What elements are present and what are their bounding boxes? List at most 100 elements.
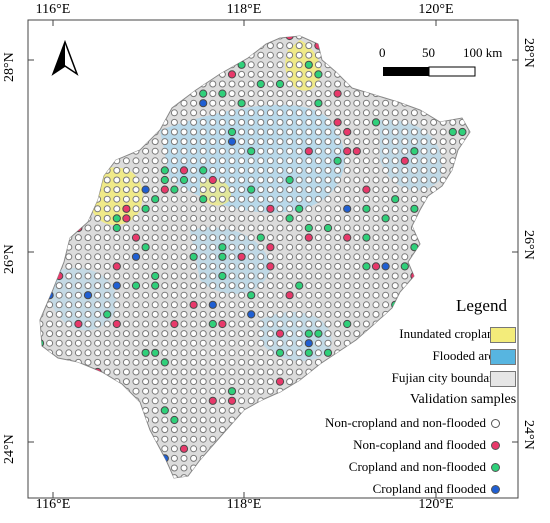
sample-point	[227, 127, 237, 137]
sample-point	[238, 320, 246, 328]
sample-point	[391, 80, 399, 88]
sample-point	[257, 61, 265, 69]
sample-point	[372, 214, 380, 222]
sample-point	[122, 61, 130, 69]
sample-point	[74, 195, 82, 203]
sample-point	[324, 301, 332, 309]
sample-point	[142, 397, 150, 405]
sample-point	[55, 90, 63, 98]
sample-point	[40, 397, 44, 405]
sample-point	[295, 61, 303, 69]
sample-point	[65, 224, 73, 232]
sample-point	[160, 185, 169, 194]
sample-point	[401, 176, 409, 184]
sample-point	[46, 195, 54, 203]
sample-point	[208, 175, 217, 185]
lon-label-top-116: 116°E	[35, 2, 71, 17]
sample-point	[190, 291, 198, 299]
sample-point	[228, 474, 236, 478]
sample-point	[420, 358, 428, 366]
sample-point	[170, 415, 179, 425]
sample-point	[83, 185, 93, 194]
sample-point	[94, 205, 102, 213]
sample-point	[199, 128, 207, 136]
sample-point	[180, 186, 188, 194]
sample-point	[122, 426, 130, 434]
sample-point	[122, 118, 130, 126]
sample-point	[295, 454, 303, 462]
sample-point	[170, 464, 178, 472]
sample-point	[55, 70, 63, 78]
sample-point	[362, 339, 370, 347]
sample-point	[94, 214, 102, 222]
sample-point	[40, 358, 44, 366]
sample-point	[199, 176, 207, 184]
sample-point	[295, 36, 303, 40]
sample-point	[305, 378, 313, 386]
sample-point	[227, 396, 237, 405]
sample-point	[40, 406, 44, 414]
sample-point	[305, 118, 313, 126]
sample-point	[324, 90, 332, 98]
sample-point	[420, 176, 428, 184]
sample-point	[218, 252, 227, 261]
sample-point	[170, 166, 178, 174]
sample-point	[286, 186, 294, 194]
lat-label-left-24: 24°N	[2, 434, 17, 464]
sample-point	[209, 109, 217, 117]
sample-point	[46, 118, 54, 126]
sample-point	[55, 310, 63, 318]
sample-point	[228, 378, 236, 386]
sample-point	[391, 90, 399, 98]
sample-point	[324, 243, 332, 251]
sample-point	[458, 195, 467, 204]
sample-point	[199, 186, 207, 194]
sample-point	[218, 157, 226, 165]
sample-point	[180, 464, 188, 472]
sample-point	[151, 301, 159, 309]
sample-point	[286, 205, 294, 213]
sample-point	[314, 358, 322, 366]
sample-point	[430, 406, 438, 414]
sample-point	[94, 387, 102, 395]
sample-point	[199, 42, 207, 50]
sample-point	[122, 157, 130, 165]
sample-point	[304, 396, 313, 405]
sample-point	[160, 175, 169, 185]
sample-point	[122, 454, 130, 462]
sample-point	[391, 243, 399, 251]
sample-point	[430, 301, 438, 309]
sample-point	[65, 397, 73, 405]
sample-point	[430, 282, 438, 290]
sample-point	[333, 156, 342, 165]
sample-point	[314, 128, 322, 136]
sample-point	[199, 99, 208, 108]
sample-point	[74, 99, 82, 107]
sample-point	[362, 36, 370, 40]
sample-point	[391, 348, 400, 357]
sample-point	[458, 157, 466, 165]
sample-point	[257, 339, 265, 347]
sample-point	[247, 157, 255, 165]
sample-point	[266, 42, 274, 50]
sample-point	[40, 223, 45, 233]
sample-point	[238, 70, 246, 78]
sample-point	[333, 463, 342, 473]
sample-point	[40, 118, 44, 126]
sample-point	[170, 243, 178, 251]
sample-point	[84, 253, 92, 261]
sample-point	[362, 253, 370, 261]
sample-point	[286, 426, 294, 434]
sample-point	[257, 205, 265, 213]
sample-point	[353, 397, 361, 405]
sample-point	[122, 128, 130, 136]
sample-point	[151, 234, 159, 242]
sample-point	[132, 80, 140, 88]
sample-point	[266, 80, 274, 88]
sample-point	[132, 339, 140, 347]
sample-point	[324, 186, 332, 194]
sample-point	[295, 368, 303, 376]
sample-point	[209, 416, 217, 424]
sample-point	[458, 127, 467, 137]
sample-point	[382, 166, 390, 174]
